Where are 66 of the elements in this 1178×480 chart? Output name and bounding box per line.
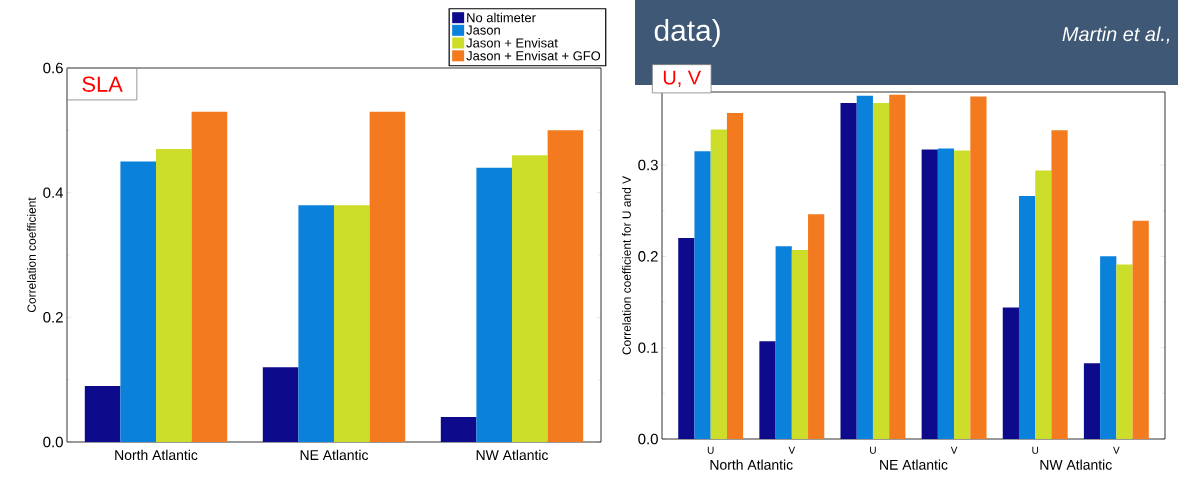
bar	[970, 96, 987, 439]
x-tick-label: NE Atlantic	[300, 449, 369, 461]
y-tick-label: 0.2	[638, 251, 658, 262]
bar	[156, 149, 192, 442]
bar	[726, 113, 744, 439]
y-tick-label: 0.3	[638, 159, 658, 171]
y-tick-label: 0.2	[43, 312, 63, 323]
y-tick-label: 0.4	[43, 187, 64, 198]
legend-label: Jason + Envisat + GFO	[466, 50, 601, 61]
x-tick-label: NW Atlantic	[476, 449, 549, 461]
bar	[547, 130, 584, 442]
x-tick-label: V	[788, 446, 796, 454]
y-tick-label: 0.0	[43, 436, 63, 448]
bar	[937, 148, 955, 439]
y-axis-title: Correlation coefficient	[27, 197, 36, 313]
text: North Atlantic	[710, 459, 793, 470]
bar	[1116, 264, 1133, 439]
bar	[334, 205, 370, 442]
legend-label: Jason	[466, 25, 500, 35]
bar	[1132, 220, 1149, 439]
y-tick-label: 0.1	[638, 342, 658, 353]
bar	[512, 155, 548, 442]
x-tick-label: U	[870, 446, 876, 454]
text: NE Atlantic	[880, 459, 948, 470]
bar	[262, 367, 299, 442]
x-tick-label: U	[707, 446, 714, 454]
bar	[440, 417, 477, 442]
bar	[872, 102, 890, 439]
bar	[759, 341, 776, 439]
bar	[120, 161, 156, 442]
bar	[1035, 170, 1052, 439]
bar	[369, 111, 406, 442]
bar	[889, 94, 906, 439]
bar	[1051, 130, 1068, 439]
legend-label: No altimeter	[467, 12, 536, 23]
text: NW Atlantic	[1040, 459, 1112, 470]
chart-title: U, V	[663, 70, 701, 87]
x-tick-label: U	[1032, 446, 1039, 454]
legend-label: Jason + Envisat	[466, 38, 558, 48]
bar	[1018, 196, 1036, 439]
bar	[808, 214, 825, 439]
y-tick-label: 0.0	[638, 433, 658, 445]
bar	[840, 102, 857, 439]
y-axis-title: Correlation coefficient for U and V	[622, 175, 631, 355]
bar	[191, 111, 228, 442]
bar	[1100, 256, 1117, 439]
bar	[856, 95, 873, 439]
text: data)	[654, 19, 720, 47]
x-tick-label: V	[1113, 446, 1120, 454]
bar	[1002, 307, 1019, 439]
bar	[921, 149, 938, 439]
bar	[954, 150, 971, 439]
bar	[476, 167, 512, 442]
bar	[678, 238, 695, 439]
bar	[694, 151, 711, 439]
bar	[791, 249, 809, 439]
bar	[298, 205, 334, 442]
bar	[710, 129, 727, 439]
bar	[84, 385, 121, 442]
text: Martin et al.,	[1062, 26, 1170, 44]
bar	[775, 246, 792, 439]
x-tick-label: North Atlantic	[115, 449, 198, 461]
x-tick-label: V	[950, 446, 958, 454]
bar	[1083, 363, 1101, 439]
y-tick-label: 0.6	[43, 62, 63, 74]
chart-title: SLA	[82, 76, 123, 92]
